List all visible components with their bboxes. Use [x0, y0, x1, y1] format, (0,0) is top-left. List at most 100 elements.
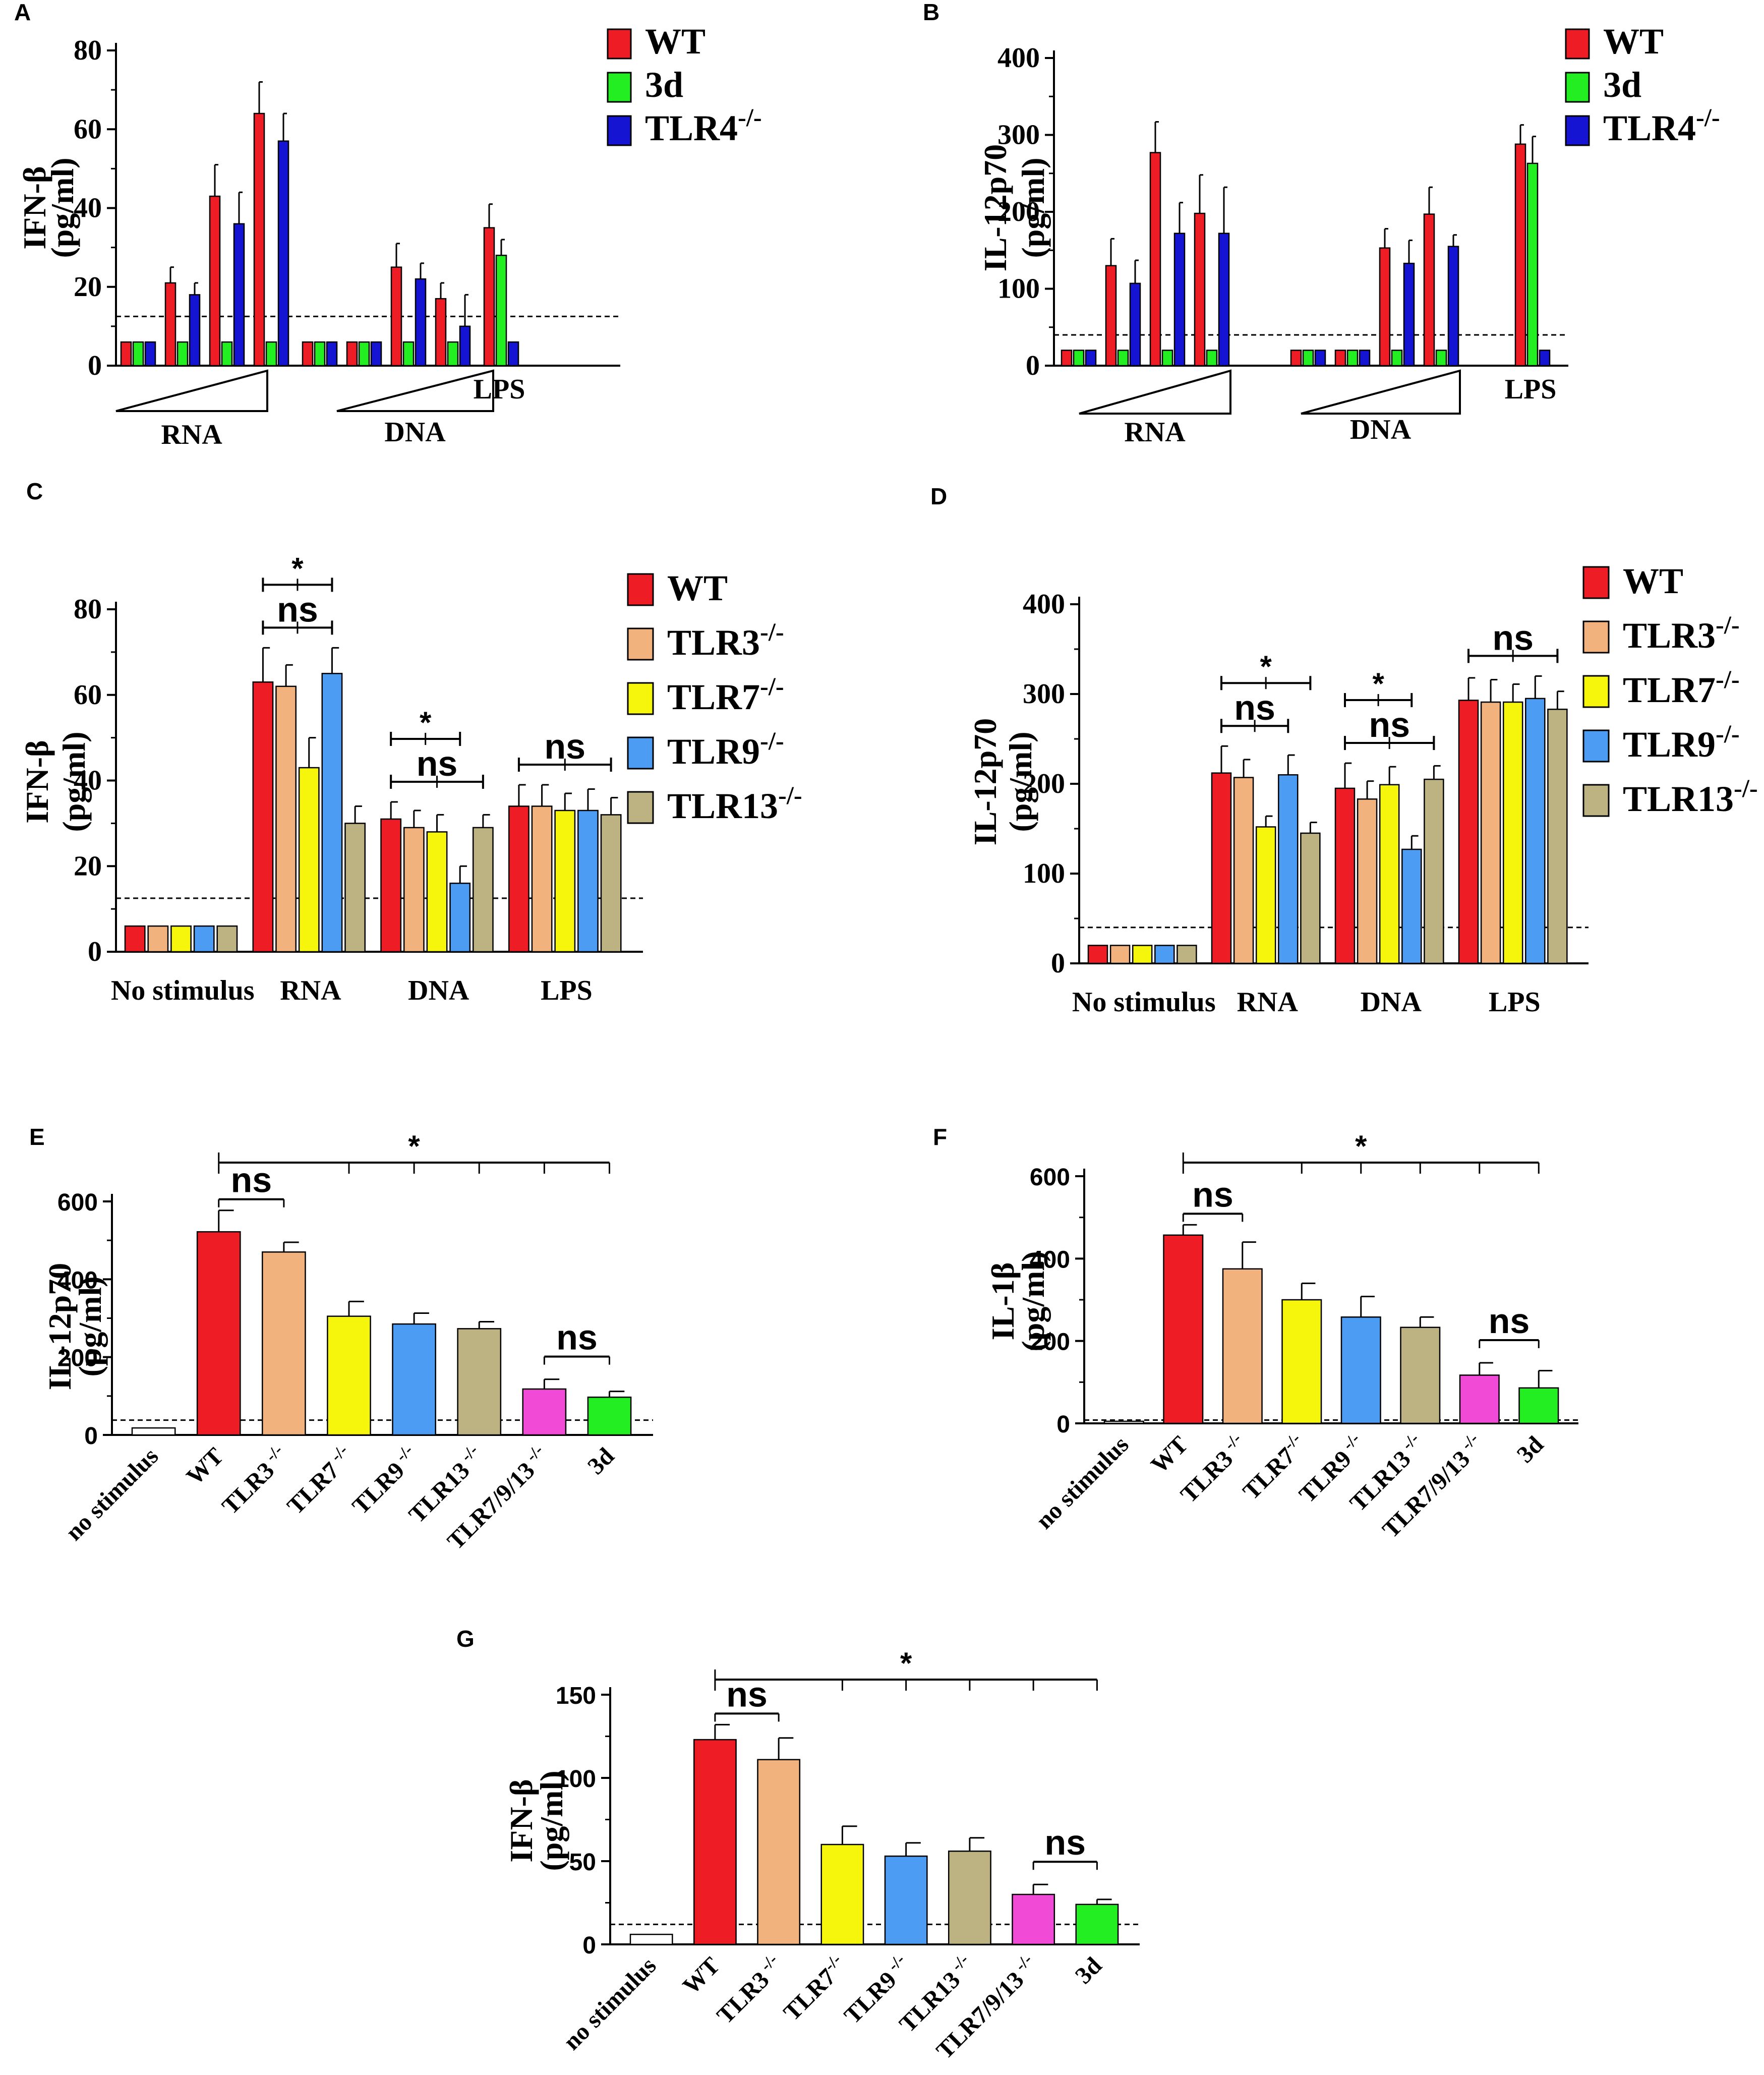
bar: [1300, 832, 1321, 964]
category-label: TLR3 -/-: [710, 1950, 788, 2029]
legend-label: TLR3-/-: [667, 618, 784, 663]
bar: [435, 298, 447, 367]
y-tick-label: 200: [1023, 768, 1065, 799]
bar: [298, 767, 320, 953]
y-tick-label: 80: [74, 594, 102, 625]
significance-label: ns: [1492, 618, 1534, 657]
category-label: RNA: [1237, 987, 1299, 1018]
bar: [120, 341, 132, 367]
bar: [1233, 777, 1254, 964]
significance-label: ns: [1234, 688, 1275, 727]
bar: [275, 685, 297, 953]
panel-G: G 0 50 100 150 IFN-β(pg/ml) no stimulus WTTLR3 …: [456, 1626, 1140, 2064]
panel-letter: C: [26, 478, 43, 504]
legend-swatch: [627, 627, 654, 661]
y-axis-unit: (pg/ml): [534, 1770, 569, 1871]
bar: [1423, 213, 1435, 367]
category-label: DNA: [408, 975, 469, 1006]
legend-label: TLR13-/-: [667, 781, 802, 826]
category-label: 3d: [582, 1443, 620, 1480]
bar: [277, 140, 289, 367]
bar: [1447, 246, 1459, 367]
bar: [209, 195, 221, 367]
bar: [1400, 1327, 1441, 1424]
dose-triangle: [1079, 369, 1231, 415]
bar: [402, 341, 415, 367]
group-label: LPS: [1505, 374, 1557, 405]
bar: [629, 1933, 673, 1945]
bar: [1401, 848, 1422, 964]
bar: [1132, 945, 1153, 964]
bar: [132, 341, 144, 367]
bar: [447, 341, 459, 367]
y-tick-label: 600: [1030, 1164, 1070, 1191]
bar: [577, 810, 599, 953]
y-axis-unit: (pg/ml): [72, 1276, 108, 1376]
bar: [1435, 350, 1447, 367]
bar: [390, 266, 402, 367]
panel-C: C 0 20 40 60 80 IFN-β (pg/ml) No stimulus RNA DNA L…: [19, 478, 802, 1006]
legend-label: TLR7-/-: [667, 672, 784, 717]
bar: [1281, 1299, 1322, 1424]
bar: [531, 805, 553, 953]
bar: [495, 255, 507, 367]
bar: [1357, 798, 1378, 964]
bar: [1526, 162, 1539, 367]
significance-label: ns: [417, 744, 458, 783]
category-label: no stimulus: [1031, 1431, 1134, 1534]
bar: [415, 278, 427, 367]
bar: [449, 882, 471, 953]
bar: [403, 827, 425, 953]
group-label: DNA: [384, 417, 446, 448]
group-label: DNA: [1350, 414, 1412, 445]
legend-swatch: [1582, 675, 1610, 708]
category-label: WT: [678, 1952, 725, 1999]
bar: [522, 1388, 567, 1436]
legend-label: 3d: [645, 65, 683, 105]
bar: [164, 282, 177, 367]
category-label: No stimulus: [111, 975, 255, 1006]
dose-triangle: [1301, 369, 1461, 415]
bar: [459, 325, 471, 367]
dose-triangle: [115, 369, 268, 412]
legend-swatch: [1565, 115, 1590, 146]
bar: [1502, 701, 1523, 964]
bar: [177, 341, 189, 367]
y-tick-label: 0: [88, 936, 102, 967]
bar: [1161, 350, 1173, 367]
y-tick-label: 0: [88, 350, 102, 381]
bar: [233, 223, 245, 367]
category-label: TLR3 -/-: [215, 1440, 293, 1519]
bar: [1103, 1420, 1144, 1424]
y-axis-label: IL-12p70: [42, 1263, 78, 1391]
bar: [370, 341, 382, 367]
category-label: 3d: [1512, 1431, 1549, 1468]
legend-label: TLR3-/-: [1623, 611, 1740, 656]
legend-swatch: [627, 736, 654, 770]
y-tick-label: 20: [74, 850, 102, 882]
y-axis-label: IL-12p70: [977, 144, 1013, 272]
legend-swatch: [607, 115, 632, 146]
bar: [1334, 787, 1356, 964]
bar: [302, 341, 314, 367]
bar: [948, 1850, 991, 1945]
bar: [196, 1231, 241, 1436]
y-tick-label: 600: [57, 1189, 98, 1216]
panel-letter: A: [14, 0, 31, 25]
bar: [1105, 265, 1117, 367]
bar: [1194, 212, 1206, 367]
category-label: RNA: [280, 975, 341, 1006]
bar: [344, 823, 366, 953]
bar: [1547, 709, 1568, 964]
category-label: no stimulus: [61, 1443, 163, 1545]
y-axis-label: IFN-β: [17, 166, 52, 249]
y-tick-label: 200: [57, 1345, 98, 1372]
legend-swatch: [627, 573, 654, 606]
y-axis-label: IL-1β: [985, 1262, 1021, 1341]
legend-label: WT: [1623, 561, 1683, 601]
bar: [1154, 945, 1175, 964]
bar: [216, 925, 238, 953]
category-label: WT: [1146, 1431, 1193, 1478]
significance-label: *: [1372, 667, 1384, 701]
